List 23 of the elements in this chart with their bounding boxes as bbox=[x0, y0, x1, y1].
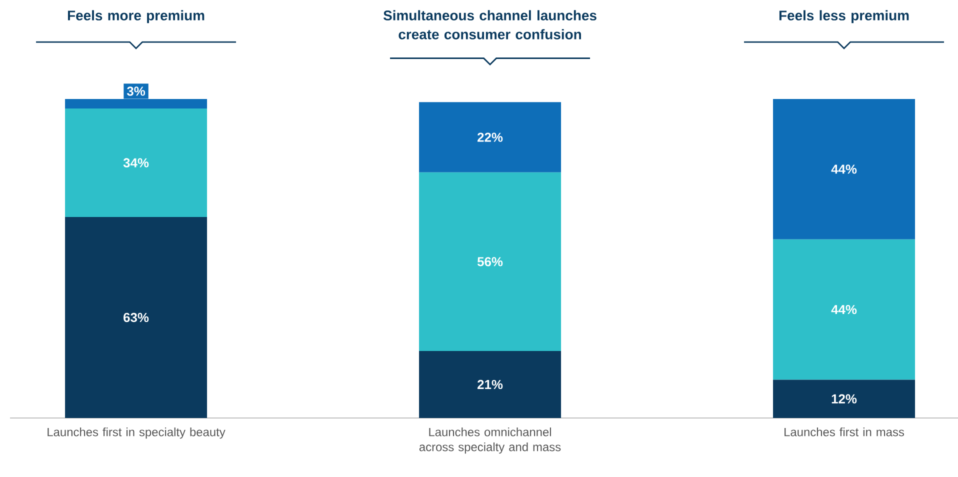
x-tick-label: Launches first in specialty beauty bbox=[48, 428, 226, 439]
x-tick-label: Launches first in mass bbox=[784, 428, 904, 436]
x-tick-label: Launches omnichannel across specialty and mass bbox=[419, 428, 561, 454]
bar bbox=[419, 350, 562, 418]
data-label: 56% bbox=[477, 257, 503, 266]
bar bbox=[773, 239, 916, 380]
data-label: 44% bbox=[831, 304, 857, 314]
bar bbox=[773, 98, 916, 240]
bar bbox=[65, 108, 208, 218]
data-label: 34% bbox=[123, 158, 149, 168]
bar bbox=[419, 102, 562, 172]
bar bbox=[419, 172, 562, 351]
data-label: 12% bbox=[832, 394, 857, 404]
data-label: 63% bbox=[124, 312, 149, 322]
bar bbox=[65, 217, 208, 418]
data-label: 44% bbox=[831, 164, 857, 174]
text: Feels less premium bbox=[779, 10, 909, 24]
data-label: 22% bbox=[478, 132, 503, 142]
bar bbox=[773, 380, 916, 418]
text: Feels more premium bbox=[68, 10, 204, 24]
text: Simultaneous channel launches create consumer confusion bbox=[383, 10, 596, 40]
data-label: 3% bbox=[126, 86, 146, 96]
data-label: 21% bbox=[478, 380, 503, 390]
